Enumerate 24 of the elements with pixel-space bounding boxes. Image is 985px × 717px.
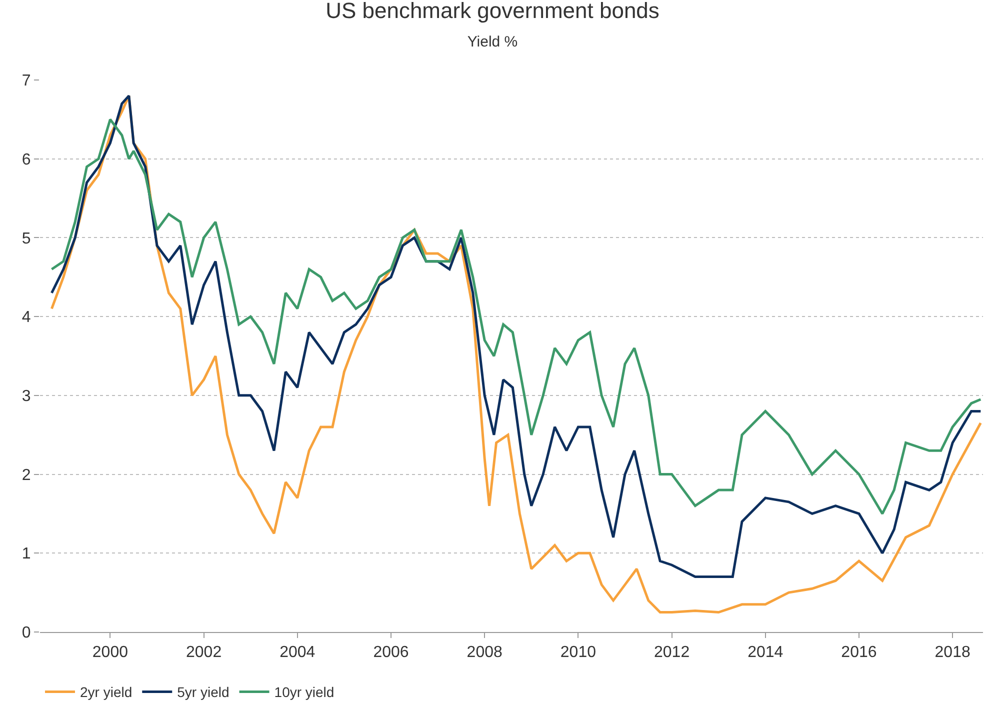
x-tick-label: 2018 <box>934 644 970 662</box>
legend-label: 5yr yield <box>177 684 230 700</box>
x-tick-label: 2014 <box>748 644 784 662</box>
y-tick-label: 0 <box>22 624 31 642</box>
x-tick-label: 2000 <box>92 644 128 662</box>
y-tick-label: 5 <box>22 230 31 248</box>
x-tick-label: 2002 <box>186 644 222 662</box>
legend-label: 2yr yield <box>80 684 132 700</box>
y-tick-label: 3 <box>22 388 31 406</box>
x-tick-label: 2012 <box>654 644 690 662</box>
x-tick-label: 2006 <box>373 644 409 662</box>
x-tick-label: 2004 <box>280 644 316 662</box>
chart-title: US benchmark government bonds <box>326 0 660 23</box>
chart-subtitle: Yield % <box>467 34 518 51</box>
y-tick-label: 4 <box>22 309 31 326</box>
legend-label: 10yr yield <box>274 684 334 700</box>
y-tick-label: 1 <box>22 546 31 563</box>
x-tick-label: 2016 <box>841 644 877 662</box>
line-series <box>50 118 982 515</box>
x-tick-label: 2010 <box>560 644 596 662</box>
x-tick-label: 2008 <box>466 644 502 662</box>
y-tick-label: 6 <box>22 151 31 168</box>
y-tick-label: 7 <box>22 72 31 90</box>
y-tick-label: 2 <box>22 466 31 484</box>
